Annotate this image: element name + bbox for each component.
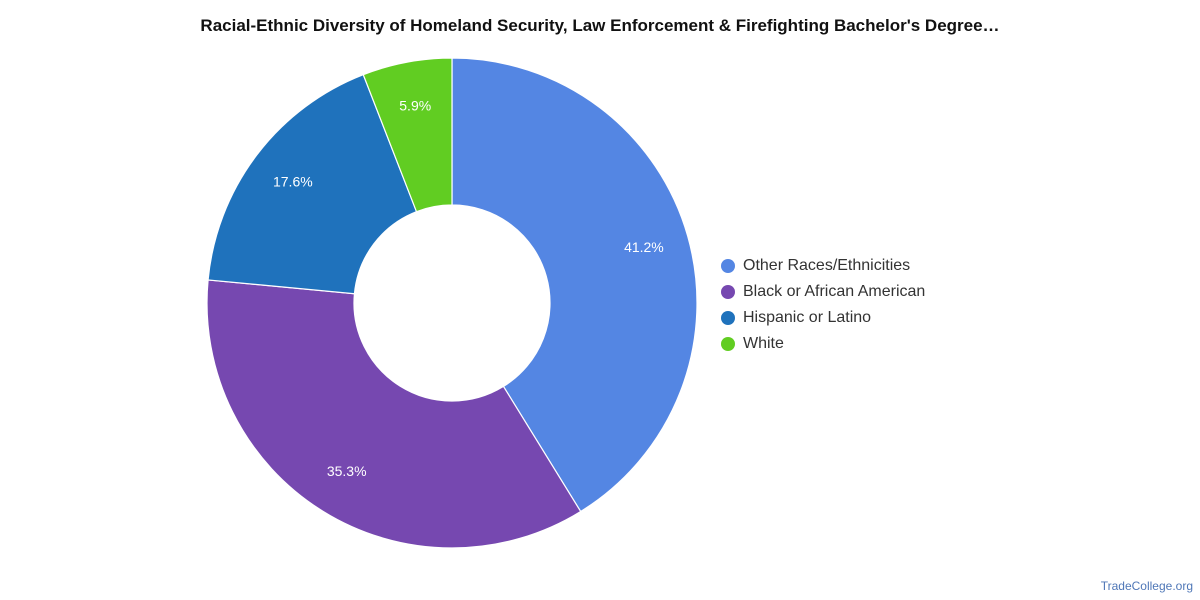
slice-value-label: 5.9%	[399, 98, 431, 114]
donut-slice-1[interactable]	[451, 57, 698, 513]
legend-item[interactable]: Black or African American	[721, 279, 925, 305]
slice-value-label: 41.2%	[624, 239, 664, 255]
legend-label: Black or African American	[743, 283, 926, 300]
donut-slice-2[interactable]	[206, 279, 582, 549]
source-credit[interactable]: TradeCollege.org	[1100, 579, 1193, 593]
slice-value-label: 35.3%	[327, 463, 367, 479]
donut-slice-4[interactable]	[362, 57, 453, 213]
legend-swatch-icon	[721, 285, 735, 299]
legend-swatch-icon	[721, 337, 735, 351]
legend-swatch-icon	[721, 259, 735, 273]
legend-item[interactable]: White	[721, 331, 925, 357]
legend-swatch-icon	[721, 311, 735, 325]
legend-item[interactable]: Hispanic or Latino	[721, 305, 925, 331]
legend-label: Other Races/Ethnicities	[743, 257, 911, 274]
chart-title: Racial-Ethnic Diversity of Homeland Secu…	[200, 16, 1000, 35]
legend-label: Hispanic or Latino	[743, 309, 872, 326]
legend-label: White	[743, 335, 784, 352]
slice-value-label: 17.6%	[273, 173, 313, 189]
donut-slice-3[interactable]	[207, 73, 418, 295]
chart-legend: Other Races/Ethnicities Black or African …	[721, 253, 925, 357]
legend-item[interactable]: Other Races/Ethnicities	[721, 253, 925, 279]
